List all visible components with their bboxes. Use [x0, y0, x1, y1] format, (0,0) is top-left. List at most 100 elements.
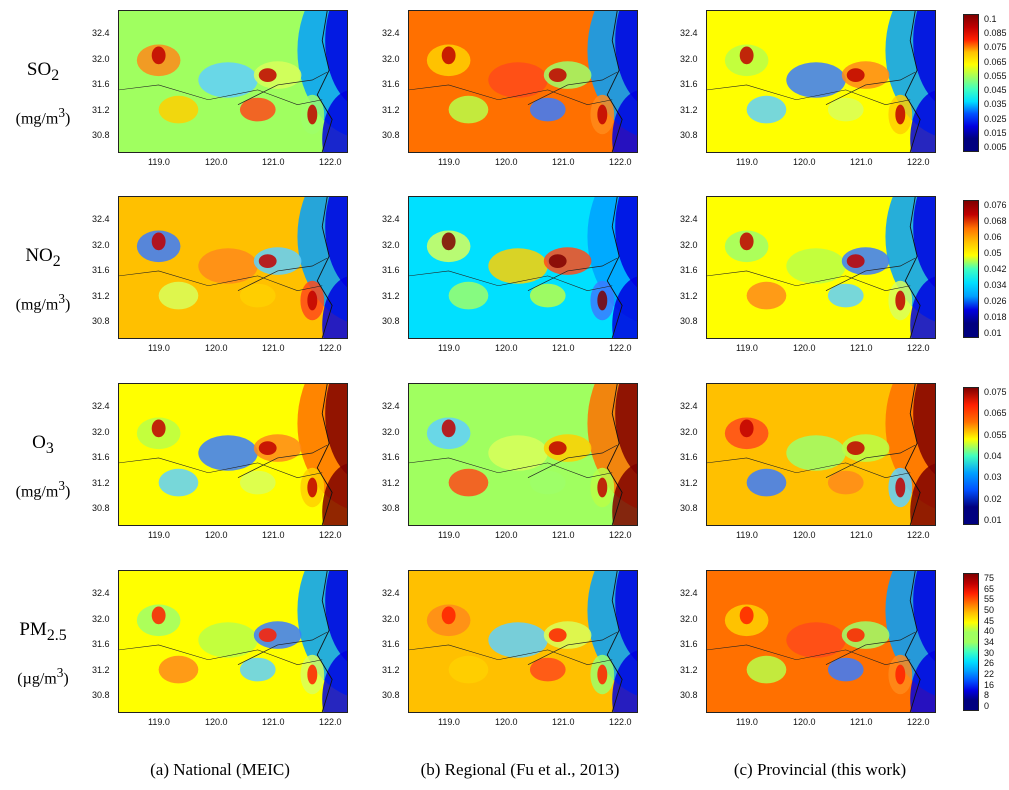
- lon-tick: 119.0: [148, 157, 170, 167]
- lat-tick: 32.4: [92, 401, 110, 411]
- colorbar-label: 0.065: [984, 408, 1007, 419]
- hotspot: [895, 664, 906, 685]
- colorbar-label: 0.01: [984, 328, 1002, 338]
- sea-region: [325, 197, 347, 288]
- colorbar-label: 0.068: [984, 216, 1007, 226]
- colorbar-label: 16: [984, 679, 995, 690]
- concentration-blob: [746, 95, 787, 124]
- lon-tick: 119.0: [438, 530, 460, 540]
- species-subscript: 2: [51, 66, 60, 84]
- hotspot: [548, 441, 567, 455]
- colorbar-label: 0.055: [984, 429, 1007, 440]
- hotspot: [846, 68, 865, 82]
- concentration-blob: [543, 434, 592, 462]
- coastline: [316, 11, 333, 152]
- lon-tick: 122.0: [907, 530, 930, 540]
- concentration-blob: [841, 61, 890, 89]
- lat-tick: 31.2: [92, 290, 110, 301]
- map-canvas: [119, 197, 347, 338]
- coastline: [316, 197, 333, 338]
- lon-tick: 121.0: [262, 530, 285, 540]
- lat-tick: 30.8: [382, 690, 400, 700]
- concentration-blob: [529, 97, 566, 122]
- unit-end: ): [63, 669, 69, 687]
- lat-tick: 31.6: [382, 265, 400, 275]
- colorbar-0: [963, 14, 979, 152]
- lon-tick: 120.0: [495, 530, 518, 540]
- coastline: [606, 197, 623, 338]
- lon-tick: 120.0: [495, 343, 518, 353]
- yangtze-river: [527, 257, 618, 291]
- species-subscript: 2.5: [46, 626, 67, 644]
- unit-sup: 3: [58, 104, 65, 120]
- lat-tick: 32.0: [382, 239, 400, 250]
- unit-label: (mg/m3): [0, 290, 86, 313]
- lon-tick: 121.0: [262, 157, 285, 167]
- lat-tick: 32.4: [382, 401, 400, 411]
- map-panel-r1-c0: [118, 196, 348, 339]
- coastline: [904, 384, 921, 525]
- lon-tick: 121.0: [552, 530, 575, 540]
- lat-tick: 32.0: [92, 426, 110, 437]
- lat-tick: 31.2: [382, 664, 400, 675]
- lon-tick: 122.0: [907, 157, 930, 167]
- lat-tick: 30.8: [382, 316, 400, 326]
- lon-tick: 119.0: [148, 343, 170, 353]
- column-title-1: (b) Regional (Fu et al., 2013): [420, 760, 620, 779]
- unit-sup: 3: [56, 664, 64, 680]
- yangtze-river: [825, 444, 916, 478]
- column-title-2: (c) Provincial (this work): [733, 760, 907, 779]
- concentration-blob: [841, 621, 890, 649]
- lon-tick: 121.0: [850, 343, 873, 353]
- lat-tick: 32.0: [92, 239, 110, 250]
- hotspot: [441, 606, 456, 625]
- unit-sup: 3: [58, 290, 65, 306]
- coastline: [904, 571, 921, 712]
- lon-tick: 119.0: [438, 717, 460, 727]
- lon-tick: 122.0: [319, 157, 342, 167]
- concentration-blob: [158, 655, 199, 684]
- concentration-blob: [529, 470, 566, 495]
- lat-tick: 32.0: [680, 613, 698, 624]
- lon-tick: 120.0: [205, 530, 228, 540]
- colorbar-label: 0.055: [984, 70, 1007, 81]
- hotspot: [739, 46, 754, 65]
- lat-tick: 31.2: [382, 290, 400, 301]
- concentration-blob: [529, 283, 566, 308]
- concentration-blob: [239, 283, 276, 308]
- colorbar-label: 34: [984, 637, 995, 647]
- yangtze-river: [527, 71, 618, 105]
- row-label-1: NO2 (mg/m3): [0, 246, 86, 313]
- lat-tick: 32.4: [92, 214, 110, 224]
- map-panel-r0-c0: [118, 10, 348, 153]
- lat-tick: 32.4: [92, 588, 110, 598]
- lat-tick: 32.0: [382, 613, 400, 624]
- concentration-blob: [448, 95, 489, 124]
- map-canvas: [119, 11, 347, 152]
- lat-tick: 31.6: [680, 452, 698, 462]
- hotspot: [151, 419, 166, 438]
- concentration-blob: [786, 622, 846, 658]
- province-boundary: [409, 644, 613, 665]
- map-canvas: [707, 197, 935, 338]
- colorbar-label: 30: [984, 647, 995, 658]
- colorbar-label: 0.04: [984, 451, 1002, 461]
- lat-tick: 32.4: [680, 28, 698, 38]
- map-panel-r0-c1: [408, 10, 638, 153]
- unit-end: ): [65, 482, 71, 500]
- coastline: [316, 571, 333, 712]
- lon-tick: 121.0: [850, 530, 873, 540]
- lat-tick: 32.4: [382, 28, 400, 38]
- lon-tick: 119.0: [438, 157, 460, 167]
- lat-tick: 32.4: [680, 588, 698, 598]
- lon-tick: 119.0: [736, 157, 758, 167]
- colorbar-label: 0.042: [984, 264, 1007, 274]
- sea-region: [325, 384, 347, 475]
- hotspot: [307, 290, 318, 311]
- unit-label: (mg/m3): [0, 104, 86, 127]
- hotspot: [151, 232, 166, 251]
- lon-tick: 121.0: [552, 157, 575, 167]
- colorbar-label: 26: [984, 658, 995, 669]
- colorbar-label: 0.03: [984, 472, 1002, 483]
- colorbar-label: 0.025: [984, 113, 1007, 124]
